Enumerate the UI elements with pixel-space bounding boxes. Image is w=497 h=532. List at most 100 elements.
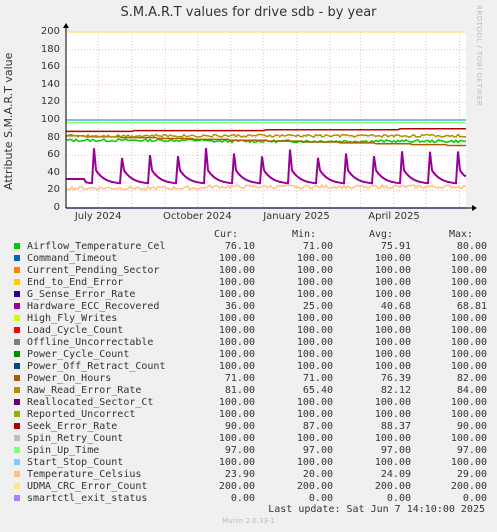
y-tick-label: 180 xyxy=(40,43,60,55)
legend-avg: 100.00 xyxy=(374,253,411,264)
legend-swatch xyxy=(14,423,20,429)
legend-cur: 100.00 xyxy=(218,457,255,468)
legend-cur: 100.00 xyxy=(218,361,255,372)
legend-row: End_to_End_Error 100.00 100.00 100.00 100.00 xyxy=(13,277,493,289)
legend-max: 80.00 xyxy=(456,241,487,252)
series-line-hardware-ecc-recovered xyxy=(66,147,467,185)
legend-min: 100.00 xyxy=(296,289,333,300)
legend-row: Command_Timeout 100.00 100.00 100.00 100.00 xyxy=(13,253,493,265)
legend-series-name: Spin_Retry_Count xyxy=(27,433,124,444)
legend-avg: 100.00 xyxy=(374,433,411,444)
legend-swatch xyxy=(14,399,20,405)
series-line-seek-error-rate xyxy=(66,128,466,133)
legend-min: 100.00 xyxy=(296,277,333,288)
legend-swatch xyxy=(14,279,20,285)
legend-max: 68.81 xyxy=(456,301,487,312)
y-tick-label: 100 xyxy=(40,114,60,125)
legend-series-name: Raw_Read_Error_Rate xyxy=(27,385,142,396)
legend-series-name: High_Fly_Writes xyxy=(27,313,118,324)
legend-row: smartctl_exit_status 0.00 0.00 0.00 0.00 xyxy=(13,493,493,505)
legend-series-name: Load_Cycle_Count xyxy=(27,325,124,336)
header-avg: Avg: xyxy=(369,229,394,240)
legend-row: Power_On_Hours 71.00 71.00 76.39 82.00 xyxy=(13,373,493,385)
y-tick-label: 160 xyxy=(40,61,60,73)
x-tick-label: January 2025 xyxy=(263,211,330,222)
munin-version: Munin 2.0.33-1 xyxy=(222,517,275,525)
legend-series-name: Temperature_Celsius xyxy=(27,469,142,480)
chart-plot xyxy=(63,23,477,211)
header-cur: Cur: xyxy=(214,229,239,240)
y-tick-label: 20 xyxy=(47,184,60,196)
legend-max: 100.00 xyxy=(450,361,487,372)
legend-series-name: Reallocated_Sector_Ct xyxy=(27,397,154,408)
legend-row: Current_Pending_Sector 100.00 100.00 100.00… xyxy=(13,265,493,277)
legend-swatch xyxy=(14,327,20,333)
legend-min: 65.40 xyxy=(302,385,333,396)
legend-series-name: Start_Stop_Count xyxy=(27,457,124,468)
legend-cur: 90.00 xyxy=(224,421,255,432)
legend-row: Power_Off_Retract_Count 100.00 100.00 100.0… xyxy=(13,361,493,373)
legend-min: 100.00 xyxy=(296,433,333,444)
legend-min: 20.00 xyxy=(302,469,333,480)
legend-series-name: Reported_Uncorrect xyxy=(27,409,136,420)
y-tick-label: 80 xyxy=(47,131,60,143)
legend-avg: 100.00 xyxy=(374,265,411,276)
legend-series-name: UDMA_CRC_Error_Count xyxy=(27,481,148,492)
legend-swatch xyxy=(14,303,20,309)
legend-max: 100.00 xyxy=(450,313,487,324)
x-tick-label: October 2024 xyxy=(163,211,232,222)
legend-avg: 88.37 xyxy=(380,421,411,432)
legend-cur: 100.00 xyxy=(218,433,255,444)
legend-min: 200.00 xyxy=(296,481,333,492)
legend-swatch xyxy=(14,459,20,465)
legend-max: 100.00 xyxy=(450,349,487,360)
legend-min: 0.00 xyxy=(308,493,333,504)
y-tick-label: 0 xyxy=(53,202,60,213)
legend-row: Reported_Uncorrect 100.00 100.00 100.00 100.… xyxy=(13,409,493,421)
legend-avg: 100.00 xyxy=(374,397,411,408)
legend-cur: 100.00 xyxy=(218,265,255,276)
legend-swatch xyxy=(14,375,20,381)
series-line-raw-read-error-rate xyxy=(65,133,467,139)
legend-min: 25.00 xyxy=(302,301,333,312)
legend-min: 100.00 xyxy=(296,265,333,276)
legend-cur: 23.90 xyxy=(224,469,255,480)
legend-series-name: G_Sense_Error_Rate xyxy=(27,289,136,300)
legend-row: Seek_Error_Rate 90.00 87.00 88.37 90.00 xyxy=(13,421,493,433)
legend-max: 90.00 xyxy=(456,421,487,432)
legend-min: 97.00 xyxy=(302,445,333,456)
legend-min: 100.00 xyxy=(296,313,333,324)
legend-cur: 76.10 xyxy=(224,241,255,252)
legend-series-name: Current_Pending_Sector xyxy=(27,265,160,276)
legend-cur: 100.00 xyxy=(218,313,255,324)
legend-swatch xyxy=(14,339,20,345)
legend-max: 100.00 xyxy=(450,289,487,300)
legend-cur: 100.00 xyxy=(218,397,255,408)
legend-cur: 100.00 xyxy=(218,349,255,360)
legend-max: 0.00 xyxy=(462,493,487,504)
legend-series-name: End_to_End_Error xyxy=(27,277,124,288)
legend-swatch xyxy=(14,447,20,453)
legend-cur: 100.00 xyxy=(218,289,255,300)
x-tick-label: July 2024 xyxy=(74,211,122,222)
legend-avg: 100.00 xyxy=(374,313,411,324)
legend-max: 100.00 xyxy=(450,433,487,444)
legend-row: Airflow_Temperature_Cel 76.10 71.00 75.91 80… xyxy=(13,241,493,253)
legend-max: 29.00 xyxy=(456,469,487,480)
legend-row: Start_Stop_Count 100.00 100.00 100.00 100.00 xyxy=(13,457,493,469)
legend-max: 97.00 xyxy=(456,445,487,456)
legend-header: Cur: Min: Avg: Max: xyxy=(13,229,493,241)
legend-series-name: Command_Timeout xyxy=(27,253,118,264)
legend-max: 200.00 xyxy=(450,481,487,492)
legend-avg: 100.00 xyxy=(374,349,411,360)
y-tick-label: 140 xyxy=(40,78,60,90)
legend-max: 100.00 xyxy=(450,397,487,408)
legend-min: 87.00 xyxy=(302,421,333,432)
legend-avg: 76.39 xyxy=(380,373,411,384)
legend-swatch xyxy=(14,435,20,441)
series-line-temperature-celsius xyxy=(65,183,467,191)
legend-row: Offline_Uncorrectable 100.00 100.00 100.00 1… xyxy=(13,337,493,349)
legend-min: 100.00 xyxy=(296,457,333,468)
legend-swatch xyxy=(14,387,20,393)
legend-avg: 100.00 xyxy=(374,337,411,348)
